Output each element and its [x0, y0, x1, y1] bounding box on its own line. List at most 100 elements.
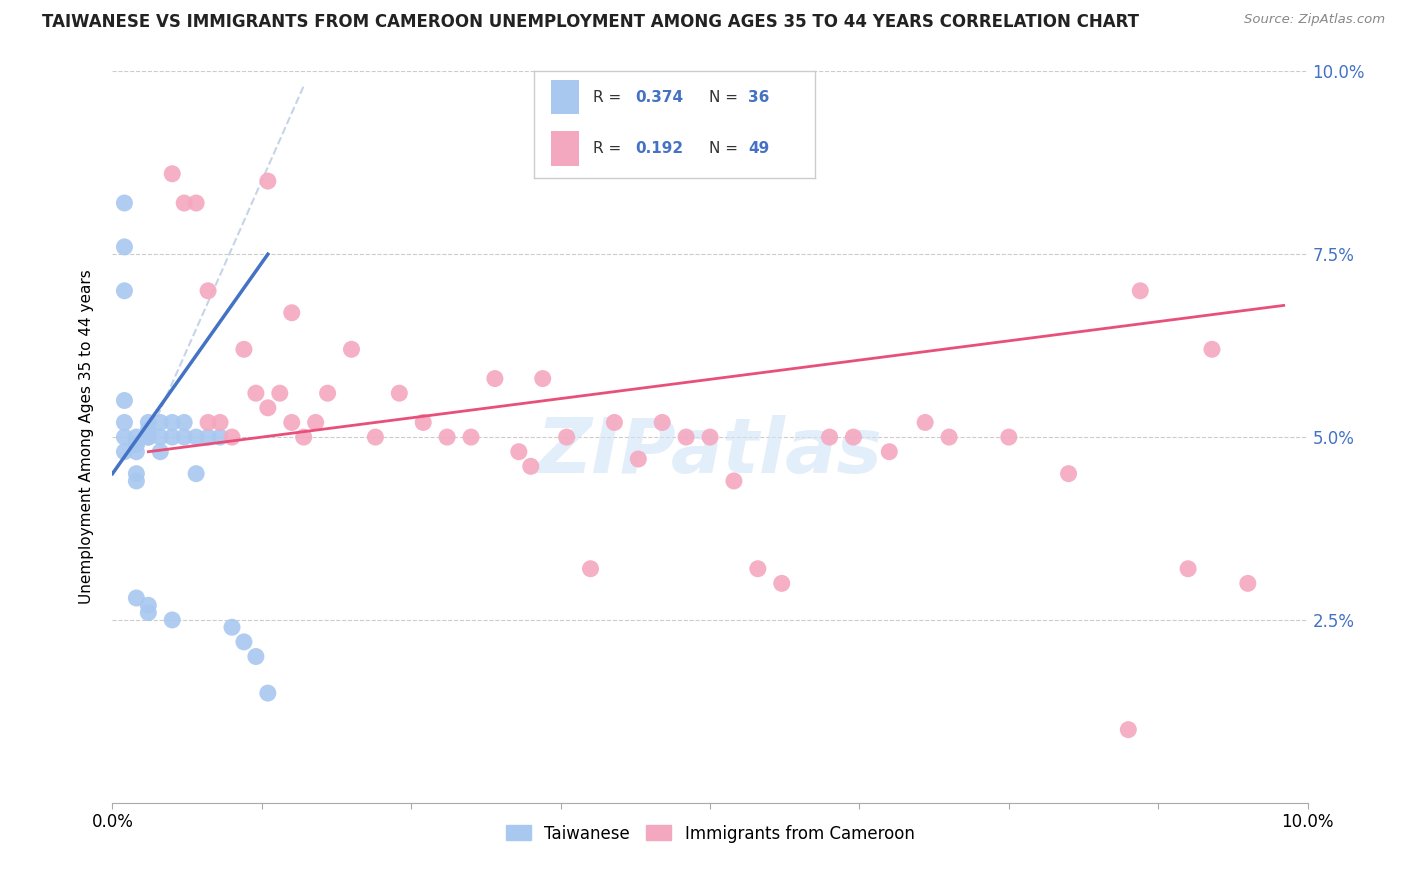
Point: [114, 240, 135, 254]
Point: [162, 613, 183, 627]
Bar: [551, 131, 579, 166]
Bar: [551, 80, 579, 114]
Point: [520, 459, 543, 474]
Point: [173, 430, 195, 444]
Point: [257, 401, 280, 415]
Point: [998, 430, 1021, 444]
Point: [221, 620, 243, 634]
Point: [125, 430, 148, 444]
Point: [197, 284, 219, 298]
Point: [1237, 576, 1260, 591]
Point: [125, 467, 148, 481]
Point: [197, 430, 219, 444]
Point: [125, 437, 148, 451]
Point: [209, 430, 232, 444]
Point: [138, 606, 160, 620]
Point: [281, 416, 304, 430]
Point: [842, 430, 865, 444]
Point: [233, 343, 256, 357]
Point: [245, 649, 267, 664]
Point: [1118, 723, 1140, 737]
Text: 0.374: 0.374: [636, 89, 683, 104]
Point: [209, 416, 232, 430]
Point: [125, 437, 148, 451]
Point: [125, 444, 148, 458]
Point: [149, 444, 172, 458]
Point: [914, 416, 936, 430]
Point: [138, 423, 160, 437]
Point: [531, 371, 554, 385]
Point: [186, 430, 208, 444]
Point: [186, 196, 208, 211]
Point: [114, 393, 135, 408]
Point: [364, 430, 387, 444]
Point: [1177, 562, 1199, 576]
Point: [138, 416, 160, 430]
Point: [603, 416, 626, 430]
Point: [221, 430, 243, 444]
Point: [257, 686, 280, 700]
Point: [233, 635, 256, 649]
Text: 36: 36: [748, 89, 769, 104]
Point: [579, 562, 602, 576]
Point: [770, 576, 793, 591]
Point: [162, 430, 183, 444]
Point: [938, 430, 960, 444]
Point: [197, 416, 219, 430]
Point: [1057, 467, 1080, 481]
Point: [508, 444, 530, 458]
Point: [173, 416, 195, 430]
Text: 0.192: 0.192: [636, 141, 683, 156]
Point: [149, 416, 172, 430]
Point: [388, 386, 411, 401]
Point: [436, 430, 458, 444]
Text: R =: R =: [593, 89, 627, 104]
Point: [340, 343, 363, 357]
Point: [1129, 284, 1152, 298]
Point: [1201, 343, 1223, 357]
Point: [162, 167, 183, 181]
Point: [818, 430, 841, 444]
Point: [747, 562, 769, 576]
Point: [257, 174, 280, 188]
Text: N =: N =: [709, 89, 742, 104]
Legend: Taiwanese, Immigrants from Cameroon: Taiwanese, Immigrants from Cameroon: [499, 818, 921, 849]
Point: [305, 416, 328, 430]
Text: TAIWANESE VS IMMIGRANTS FROM CAMEROON UNEMPLOYMENT AMONG AGES 35 TO 44 YEARS COR: TAIWANESE VS IMMIGRANTS FROM CAMEROON UN…: [42, 13, 1139, 31]
Point: [269, 386, 291, 401]
Text: ZIPatlas: ZIPatlas: [537, 415, 883, 489]
Point: [627, 452, 650, 467]
Point: [723, 474, 745, 488]
Point: [292, 430, 315, 444]
Point: [138, 430, 160, 444]
Point: [281, 306, 304, 320]
Point: [138, 599, 160, 613]
Point: [186, 467, 208, 481]
Point: [114, 284, 135, 298]
Point: [114, 430, 135, 444]
Point: [316, 386, 339, 401]
Point: [125, 591, 148, 605]
Text: N =: N =: [709, 141, 742, 156]
Y-axis label: Unemployment Among Ages 35 to 44 years: Unemployment Among Ages 35 to 44 years: [79, 269, 94, 605]
Point: [149, 430, 172, 444]
Point: [138, 430, 160, 444]
Text: R =: R =: [593, 141, 627, 156]
Point: [651, 416, 673, 430]
Point: [879, 444, 901, 458]
Point: [699, 430, 721, 444]
Point: [484, 371, 506, 385]
Text: 49: 49: [748, 141, 769, 156]
Point: [114, 196, 135, 211]
Point: [245, 386, 267, 401]
Point: [675, 430, 697, 444]
Point: [173, 196, 195, 211]
Point: [125, 474, 148, 488]
Point: [114, 416, 135, 430]
Point: [162, 416, 183, 430]
Point: [412, 416, 434, 430]
Point: [114, 444, 135, 458]
Text: Source: ZipAtlas.com: Source: ZipAtlas.com: [1244, 13, 1385, 27]
Point: [555, 430, 578, 444]
Point: [460, 430, 482, 444]
